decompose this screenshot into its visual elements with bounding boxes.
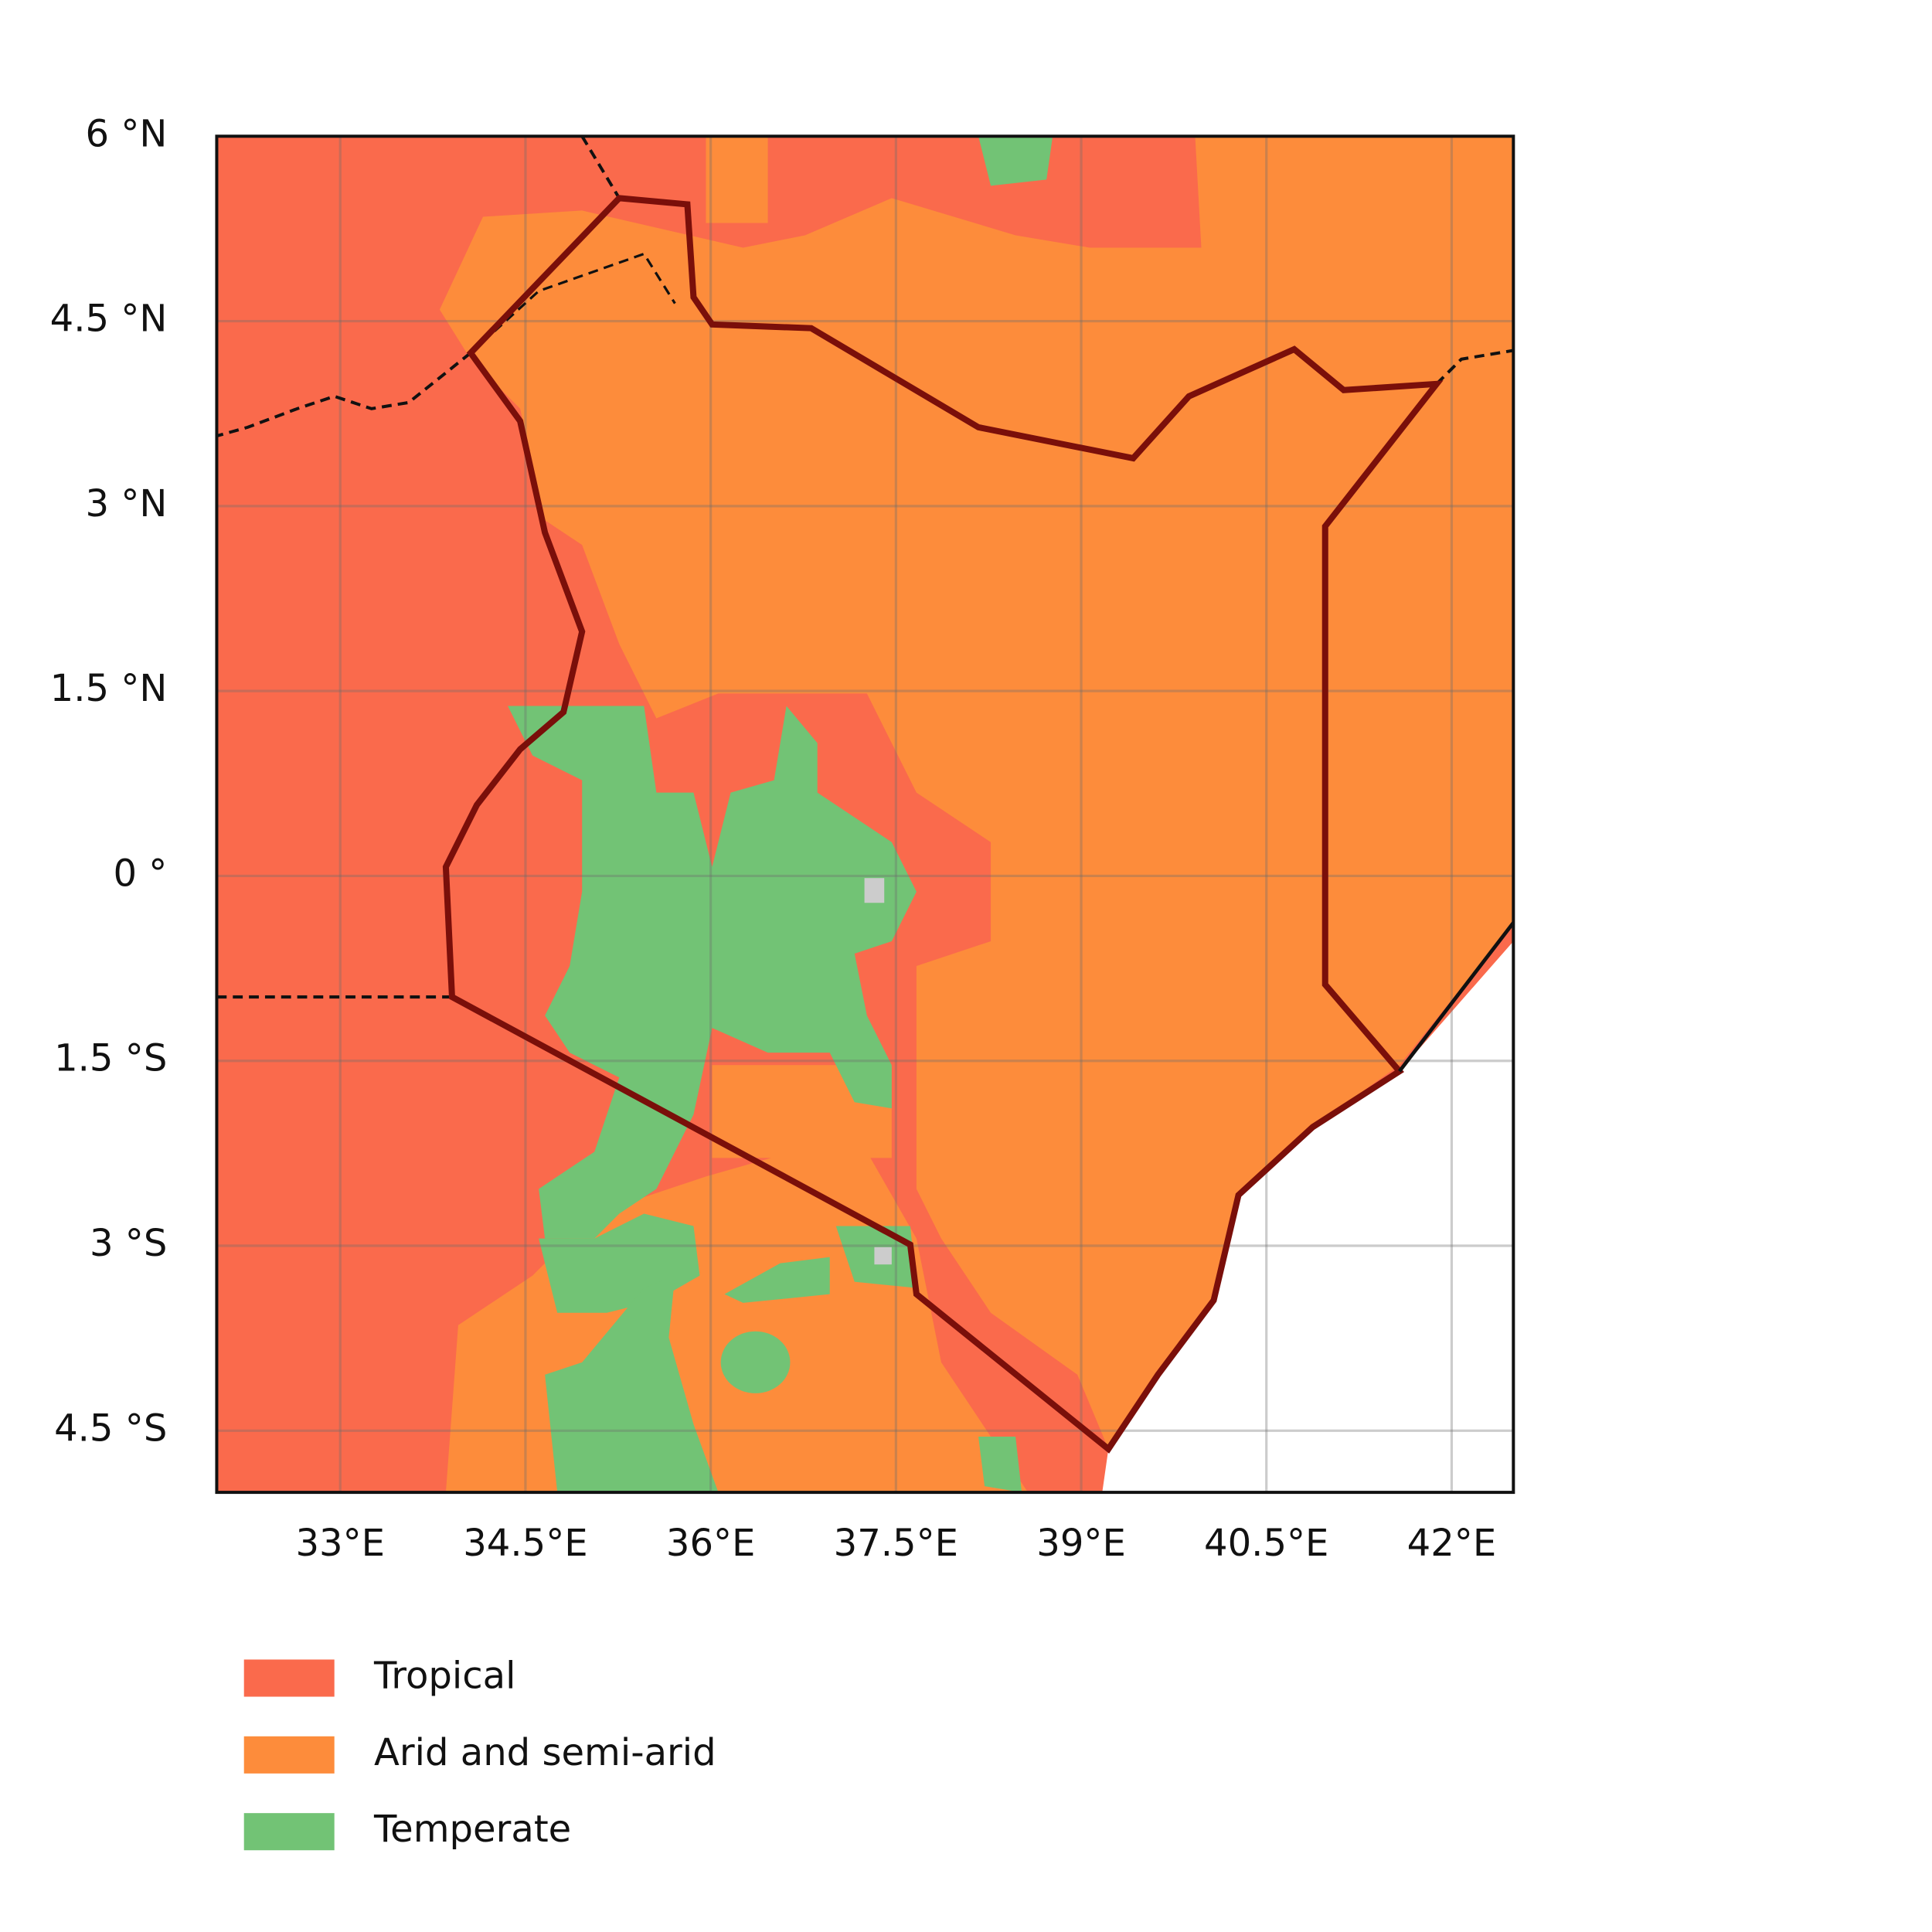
y-tick-label: 3 °S [90, 1222, 167, 1265]
temperate-region [545, 1275, 719, 1493]
lake [864, 878, 885, 903]
temperate-region [720, 1331, 791, 1393]
y-tick-label: 6 °N [86, 112, 168, 155]
legend-label: Tropical [373, 1654, 516, 1697]
arid-region [706, 136, 768, 223]
x-tick-label: 42°E [1407, 1522, 1497, 1565]
y-tick-label: 4.5 °N [50, 298, 168, 341]
temperate-region [978, 1436, 1022, 1493]
y-tick-label: 0 ° [113, 852, 167, 895]
coastline [1397, 921, 1514, 1073]
x-tick-label: 37.5°E [834, 1522, 958, 1565]
x-tick-label: 34.5°E [463, 1522, 587, 1565]
arid-region [439, 136, 1514, 1449]
x-tick-label: 33°E [295, 1522, 385, 1565]
x-tick-label: 36°E [666, 1522, 756, 1565]
map-frame [215, 134, 1515, 1495]
legend: Tropical Arid and semi-arid Temperate [243, 1654, 716, 1851]
temperate-region [508, 706, 917, 1239]
x-tick-label: 40.5°E [1204, 1522, 1328, 1565]
y-tick-label: 1.5 °S [54, 1037, 167, 1080]
arid-region [712, 1065, 892, 1158]
legend-label: Arid and semi-arid [374, 1731, 716, 1774]
neighbor-border [216, 136, 1514, 999]
temperate-region [978, 136, 1053, 186]
y-tick-label: 3 °N [86, 482, 168, 526]
kenya-border [442, 195, 1444, 1454]
legend-swatch [243, 1813, 335, 1851]
ocean [1102, 940, 1514, 1493]
axis-labels: 33°E 34.5°E 36°E 37.5°E 39°E 40.5°E 42°E 6 °N 4.… [50, 112, 1497, 1565]
grid [216, 136, 1514, 1493]
legend-swatch [243, 1659, 335, 1697]
lake [874, 1247, 892, 1265]
map-area [216, 136, 1514, 1493]
y-tick-label: 4.5 °S [54, 1406, 167, 1450]
neighbor-border [469, 252, 676, 354]
x-tick-label: 39°E [1036, 1522, 1126, 1565]
y-tick-label: 1.5 °N [50, 667, 168, 710]
temperate-region [724, 1257, 830, 1303]
legend-label: Temperate [373, 1808, 571, 1851]
legend-swatch [243, 1736, 335, 1774]
